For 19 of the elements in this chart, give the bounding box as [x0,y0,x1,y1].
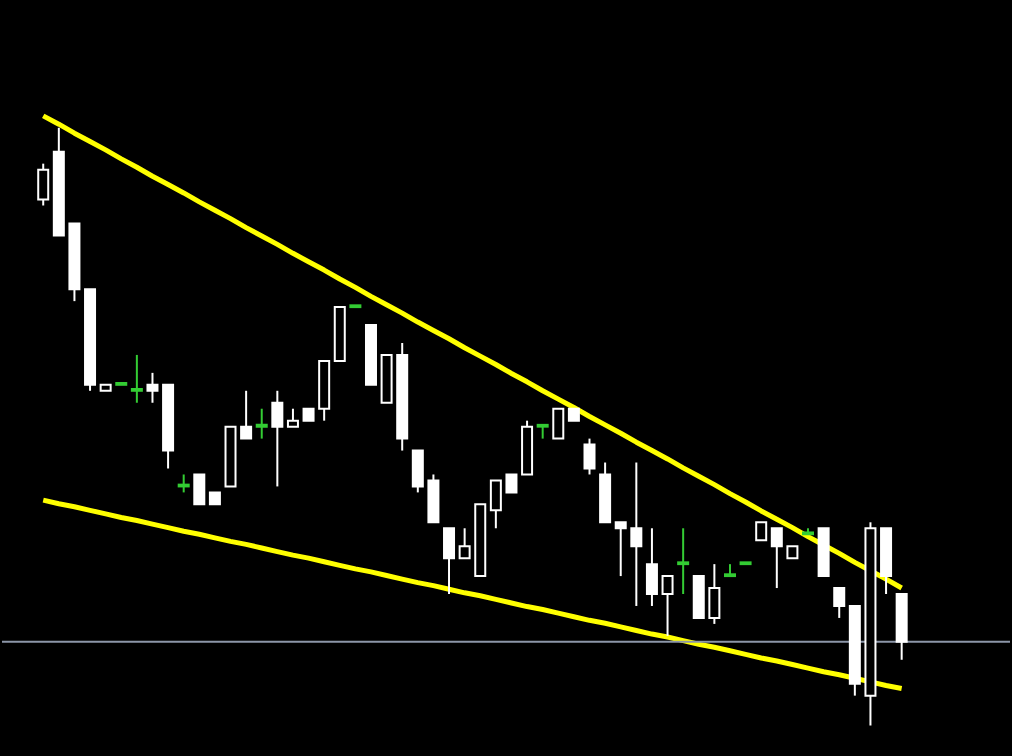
candlestick [552,407,565,440]
candlestick [193,473,206,506]
candlestick [583,437,596,476]
candlestick [271,389,284,488]
candlestick [833,587,846,619]
candlestick [895,593,908,661]
candlestick [677,527,690,596]
candlestick [130,353,143,404]
candlestick [599,461,612,524]
candlestick [661,575,674,637]
candlestick [443,527,456,596]
candlestick [536,423,549,440]
candlestick [817,527,830,578]
candlestick [880,527,893,596]
candlestick [645,527,658,607]
candlestick [146,371,159,404]
candlestick [521,419,534,476]
candlestick [255,407,268,440]
candlestick [37,162,50,207]
